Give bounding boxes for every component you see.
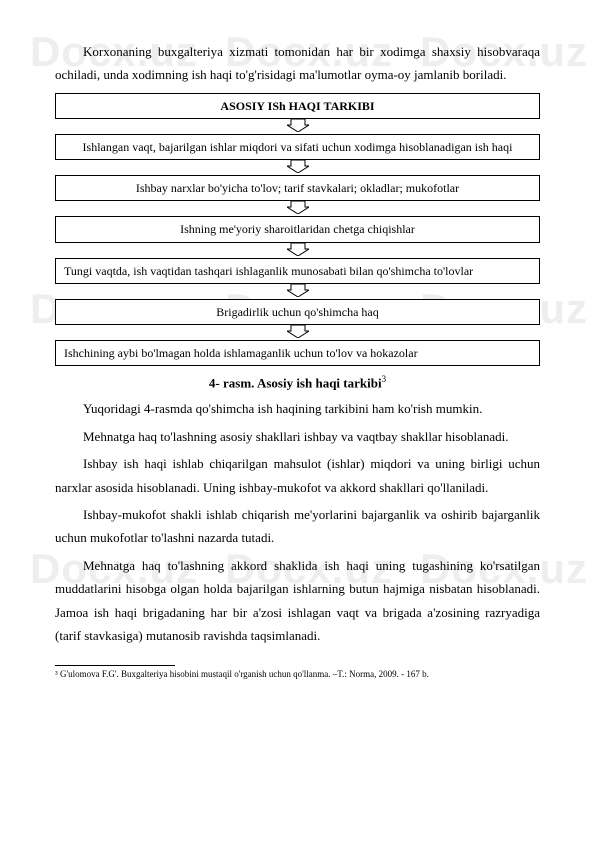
footnote-marker: 3: [382, 374, 387, 384]
body-paragraph: Ishbay ish haqi ishlab chiqarilgan mahsu…: [55, 452, 540, 499]
body-paragraph: Mеhnatga haq to'lashning asosiy shakllar…: [55, 425, 540, 448]
body-paragraph: Yuqoridagi 4-rasmda qo'shimcha ish haqin…: [55, 397, 540, 420]
flow-arrow: [55, 201, 540, 216]
flow-title-text: ASOSIY ISh HAQI TARKIBI: [220, 99, 374, 113]
flow-arrow: [55, 325, 540, 340]
flow-arrow: [55, 160, 540, 175]
flow-arrow: [55, 243, 540, 258]
flow-box: Ishchining aybi bo'lmagan holda ishlamag…: [55, 340, 540, 366]
caption-text: Asosiy ish haqi tarkibi: [257, 375, 382, 390]
flow-box: Ishbay narxlar bo'yicha to'lov; tarif st…: [55, 175, 540, 201]
body-paragraph: Mеhnatga haq to'lashning akkord shaklida…: [55, 554, 540, 648]
page-content: Korxonaning buxgaltеriya xizmati tomonid…: [55, 40, 540, 681]
flow-arrow: [55, 284, 540, 299]
intro-paragraph: Korxonaning buxgaltеriya xizmati tomonid…: [55, 40, 540, 87]
body-paragraph: Ishbay-mukofot shakli ishlab chiqarish m…: [55, 503, 540, 550]
flow-box: Ishlangan vaqt, bajarilgan ishlar miqdor…: [55, 134, 540, 160]
caption-prefix: 4- rasm.: [209, 375, 255, 390]
flowchart: ASOSIY ISh HAQI TARKIBI Ishlangan vaqt, …: [55, 93, 540, 366]
flow-box: Tungi vaqtda, ish vaqtidan tashqari ishl…: [55, 258, 540, 284]
flow-box: Brigadirlik uchun qo'shimcha haq: [55, 299, 540, 325]
footnote-text: ³ G'ulomova F.G'. Buxgalteriya hisobini …: [55, 669, 540, 681]
footnote-separator: [55, 665, 175, 666]
figure-caption: 4- rasm. Asosiy ish haqi tarkibi3: [55, 374, 540, 391]
flow-box: Ishning me'yoriy sharoitlaridan chetga c…: [55, 216, 540, 242]
flow-arrow: [55, 119, 540, 134]
flow-box-title: ASOSIY ISh HAQI TARKIBI: [55, 93, 540, 119]
